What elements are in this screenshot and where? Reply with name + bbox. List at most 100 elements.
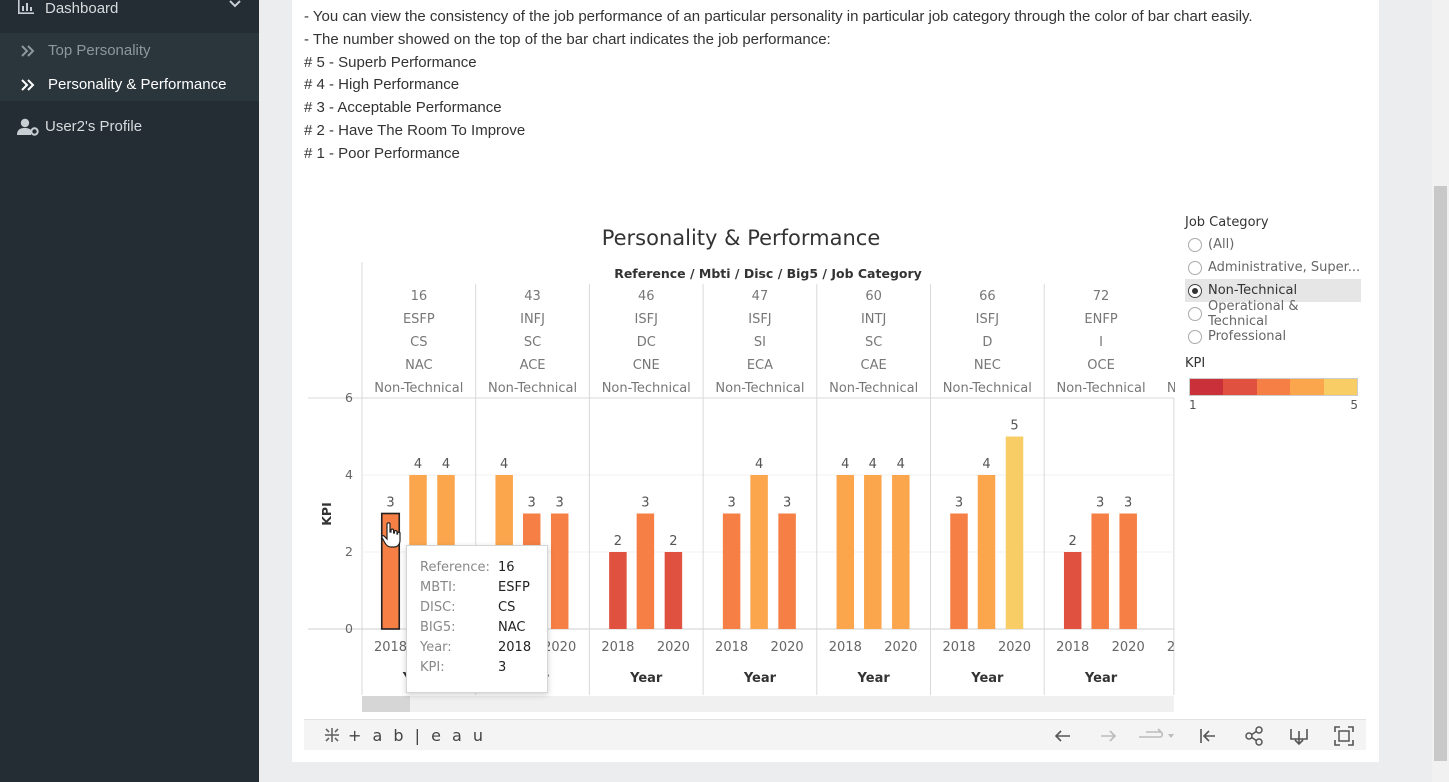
bar-data-label: 3 <box>783 496 791 511</box>
tableau-toolbar: + a b | e a u <box>304 719 1366 750</box>
header-disc: DC <box>637 335 656 350</box>
tooltip-row: DISC: CS <box>420 600 547 620</box>
job-category-option[interactable]: Professional <box>1185 325 1361 348</box>
header-big5: NEC <box>974 358 1001 373</box>
sidebar: Dashboard Top Personality Personality & … <box>0 0 259 782</box>
page-scrollbar-thumb[interactable] <box>1434 186 1447 761</box>
y-axis-label: KPI <box>319 502 334 526</box>
bar-chart[interactable]: Personality & Performance Reference / Mbt… <box>300 215 1175 715</box>
tooltip-value: CS <box>498 600 516 615</box>
bar[interactable] <box>1063 552 1082 629</box>
x-tick-label: 2020 <box>771 640 804 655</box>
sidebar-item-label: Personality & Performance <box>48 76 227 93</box>
bar[interactable] <box>609 552 627 629</box>
tableau-logo-icon <box>325 728 339 742</box>
reset-icon[interactable] <box>1197 725 1219 747</box>
bar[interactable] <box>1005 436 1024 630</box>
bar-data-label: 3 <box>528 496 536 511</box>
header-label: Reference / Mbti / Disc / Big5 / Job Cat… <box>614 266 922 281</box>
description-line: # 2 - Have The Room To Improve <box>304 121 526 139</box>
header-mbti: ISFJ <box>976 312 999 327</box>
bar-data-label: 4 <box>897 457 905 472</box>
x-tick-label: 2018 <box>374 640 407 655</box>
job-category-option[interactable]: Operational & Technical <box>1185 299 1361 329</box>
sidebar-item-dashboard[interactable]: Dashboard <box>0 0 259 32</box>
sidebar-item-profile[interactable]: User2's Profile <box>0 112 259 142</box>
header-disc: D <box>982 335 992 350</box>
double-chevron-right-icon <box>21 79 35 91</box>
bar[interactable] <box>1091 513 1109 630</box>
bar-data-label: 4 <box>442 457 450 472</box>
y-tick-label: 0 <box>345 621 353 636</box>
revert-icon[interactable] <box>1136 725 1176 747</box>
x-tick-label: 2 <box>1167 640 1175 655</box>
header-big5: CAE <box>861 358 887 373</box>
bar[interactable] <box>892 475 910 629</box>
bar[interactable] <box>664 552 683 629</box>
kpi-color-swatch <box>1290 379 1324 395</box>
bar[interactable] <box>750 475 768 629</box>
radio-button[interactable] <box>1188 260 1202 275</box>
y-tick-label: 4 <box>345 467 353 482</box>
x-tick-label: 2018 <box>829 640 862 655</box>
bar[interactable] <box>550 513 569 630</box>
bar[interactable] <box>864 475 882 629</box>
job-category-option[interactable]: (All) <box>1185 233 1361 256</box>
tooltip-value: 3 <box>498 660 507 675</box>
x-axis-label: Year <box>1084 671 1118 686</box>
job-category-option[interactable]: Administrative, Super... <box>1185 256 1361 279</box>
header-disc: SC <box>524 335 541 350</box>
x-tick-label: 2018 <box>715 640 748 655</box>
kpi-min-label: 1 <box>1189 398 1197 412</box>
header-big5: NAC <box>405 358 432 373</box>
header-mbti: ISFJ <box>748 312 771 327</box>
radio-button[interactable] <box>1188 329 1202 344</box>
bar[interactable] <box>836 475 855 629</box>
bar[interactable] <box>1119 513 1137 630</box>
x-tick-label: 2020 <box>884 640 917 655</box>
bar-tooltip: Reference: 16 MBTI: ESFP DISC: CS BIG5: NAC Year… <box>406 545 548 693</box>
bar[interactable] <box>636 513 655 630</box>
radio-button[interactable] <box>1188 283 1202 298</box>
bar-data-label: 4 <box>500 457 508 472</box>
bar-data-label: 3 <box>556 496 564 511</box>
bar-data-label: 3 <box>955 496 963 511</box>
description-line: # 5 - Superb Performance <box>304 53 477 71</box>
job-category-title: Job Category <box>1185 215 1269 230</box>
sidebar-item-label: Top Personality <box>48 42 151 59</box>
radio-button[interactable] <box>1188 237 1202 252</box>
bar[interactable] <box>977 475 996 629</box>
header-reference: 46 <box>638 289 655 304</box>
description: - You can view the consistency of the jo… <box>304 6 1253 166</box>
bar[interactable] <box>950 513 968 630</box>
bar-data-label: 3 <box>386 496 394 511</box>
chevron-down-icon[interactable] <box>229 0 241 10</box>
download-icon[interactable] <box>1288 725 1310 747</box>
tooltip-value: 16 <box>498 560 515 575</box>
header-mbti: INTJ <box>861 312 886 327</box>
job-category-option[interactable]: Non-Technical <box>1185 279 1361 302</box>
bar-data-label: 3 <box>641 496 649 511</box>
user-gear-icon <box>17 118 39 136</box>
fullscreen-icon[interactable] <box>1333 725 1355 747</box>
redo-icon[interactable] <box>1097 725 1119 747</box>
job-category-option-label: Administrative, Super... <box>1208 260 1361 275</box>
bar[interactable] <box>778 513 796 630</box>
radio-button[interactable] <box>1188 306 1202 321</box>
kpi-color-swatch <box>1256 379 1291 395</box>
job-category-option-label: Operational & Technical <box>1208 298 1299 329</box>
undo-icon[interactable] <box>1052 725 1074 747</box>
tooltip-key: Reference: <box>420 560 490 575</box>
bar[interactable] <box>722 513 741 630</box>
description-line: # 3 - Acceptable Performance <box>304 99 502 117</box>
bar-data-label: 4 <box>414 457 422 472</box>
share-icon[interactable] <box>1243 725 1265 747</box>
header-category: Non-Technical <box>488 381 577 396</box>
tooltip-key: DISC: <box>420 600 456 615</box>
sidebar-item-top-personality[interactable]: Top Personality <box>0 36 259 66</box>
sidebar-item-label: Dashboard <box>45 0 119 17</box>
sidebar-item-personality-performance[interactable]: Personality & Performance <box>0 70 259 100</box>
bar-data-label: 3 <box>1124 496 1132 511</box>
bar-data-label: 4 <box>841 457 849 472</box>
tableau-logo[interactable]: + a b | e a u <box>322 725 486 745</box>
